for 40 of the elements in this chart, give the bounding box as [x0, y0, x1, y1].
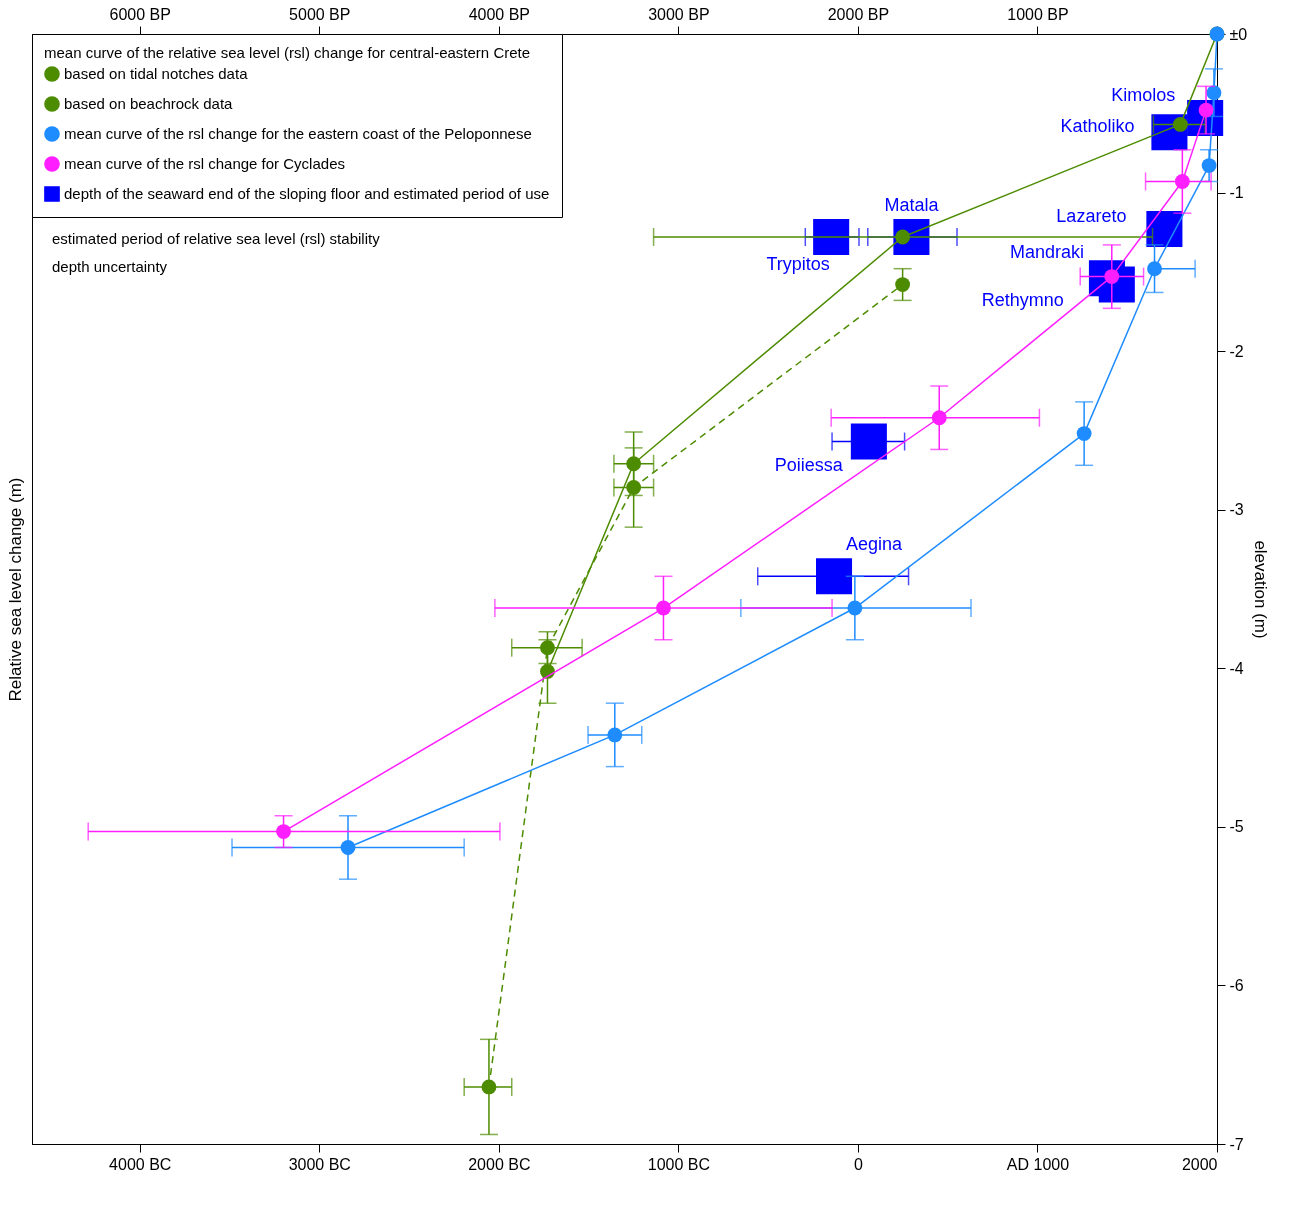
- x-tick-label: 3000 BC: [288, 1155, 351, 1173]
- annotation: Rethymno: [981, 289, 1064, 310]
- x-tick-label: 1000 BC: [647, 1155, 710, 1173]
- x2-tick-label: 4000 BP: [468, 5, 531, 23]
- x-tick-label: 0: [853, 1155, 863, 1173]
- x-tick-label: 4000 BC: [109, 1155, 172, 1173]
- y-axis-title: Relative sea level change (m): [5, 477, 25, 702]
- x-tick-label: AD 1000: [1006, 1155, 1070, 1173]
- legend-label: depth of the seaward end of the sloping floor and estimated period of use: [64, 185, 550, 202]
- x2-tick-label: 2000 BP: [827, 5, 890, 23]
- x2-tick-label: 1000 BP: [1007, 5, 1069, 23]
- y-tick-label: -4: [1229, 659, 1244, 677]
- y-tick-label: ±0: [1229, 25, 1248, 43]
- legend-label: mean curve of the rsl change for the eastern coast of the Peloponnese: [64, 125, 532, 142]
- x2-tick-label: 6000 BP: [109, 5, 171, 23]
- x-tick-label: 2000 BC: [468, 1155, 531, 1173]
- legend-label: based on tidal notches data: [64, 65, 249, 82]
- annotation: Aegina: [846, 534, 904, 555]
- legend-label: based on beachrock data: [64, 95, 234, 112]
- y-tick-label: -5: [1229, 818, 1244, 836]
- annotation: Kimolos: [1111, 85, 1176, 106]
- legend-label: mean curve of the rsl change for Cyclades: [64, 155, 345, 172]
- annotation: Matala: [884, 194, 940, 215]
- y-tick-label: -6: [1229, 976, 1244, 994]
- annotation: estimated period of relative sea level (rsl) stability: [52, 230, 381, 247]
- x-tick-label: 2000: [1181, 1155, 1218, 1173]
- annotation: depth uncertainty: [52, 258, 168, 275]
- y2-axis-title: elevation (m): [1251, 540, 1271, 639]
- x2-tick-label: 3000 BP: [648, 5, 710, 23]
- y-tick-label: -2: [1229, 342, 1244, 360]
- annotation: Lazareto: [1056, 206, 1127, 227]
- annotation: Mandraki: [1009, 242, 1084, 263]
- annotation: Katholiko: [1060, 116, 1135, 137]
- y-tick-label: -7: [1229, 1135, 1244, 1153]
- annotation: Poiiessa: [774, 454, 844, 475]
- legend-title: mean curve of the relative sea level (rsl) change for central-eastern Crete: [44, 44, 531, 61]
- y-tick-label: -1: [1229, 184, 1244, 202]
- y-tick-label: -3: [1229, 501, 1244, 519]
- x2-tick-label: 5000 BP: [289, 5, 351, 23]
- annotation: Trypitos: [766, 253, 830, 274]
